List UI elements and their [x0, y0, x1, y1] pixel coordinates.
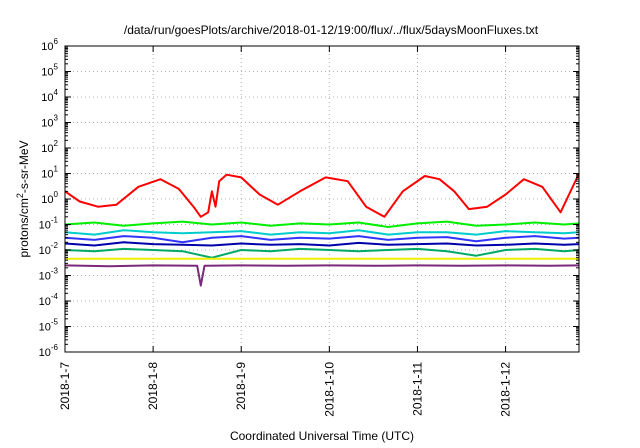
y-tick-exponent: 0 [54, 190, 59, 199]
y-tick-exponent: -2 [51, 241, 59, 250]
chart-title: /data/run/goesPlots/archive/2018-01-12/1… [124, 23, 539, 37]
y-tick-label: 10-4 [39, 292, 59, 308]
x-tick-label: 2018-1-11 [410, 362, 424, 416]
y-tick-base: 10 [41, 169, 53, 181]
y-tick-label: 106 [41, 37, 58, 53]
y-tick-exponent: -6 [51, 343, 59, 352]
y-tick-base: 10 [41, 118, 53, 130]
x-axis-label: Coordinated Universal Time (UTC) [230, 429, 414, 443]
series-line [64, 220, 580, 228]
x-axis: 2018-1-7 2018-1-8 2018-1-9 2018-1-10 2018-1-… [58, 46, 513, 417]
y-tick-base: 10 [39, 322, 51, 334]
y-tick-base: 10 [39, 220, 51, 232]
y-tick-label: 10-5 [39, 318, 59, 334]
y-axis-label-rest: -s-sr-MeV [17, 140, 31, 193]
y-axis-label-sup: 2 [15, 193, 25, 198]
y-tick-exponent: 5 [54, 63, 59, 72]
y-tick-label: 101 [41, 165, 58, 181]
y-axis: 10610510410310210110010-110-210-310-410-… [39, 37, 579, 359]
series-line [64, 247, 580, 259]
series-line [64, 173, 580, 218]
y-axis-label-main: protons/cm [17, 198, 31, 257]
y-tick-label: 105 [41, 63, 58, 79]
grid [65, 46, 579, 352]
y-tick-exponent: 3 [54, 114, 59, 123]
y-tick-base: 10 [39, 245, 51, 257]
series-line [64, 241, 580, 247]
y-tick-base: 10 [41, 143, 53, 155]
x-tick-label: 2018-1-10 [322, 362, 336, 417]
y-tick-base: 10 [41, 92, 53, 104]
y-tick-label: 10-3 [39, 267, 59, 283]
y-tick-base: 10 [39, 296, 51, 308]
y-tick-label: 104 [41, 88, 58, 104]
y-tick-base: 10 [39, 347, 51, 359]
y-tick-exponent: -4 [51, 292, 59, 301]
y-tick-label: 10-2 [39, 241, 59, 257]
y-tick-exponent: 2 [54, 139, 59, 148]
y-tick-exponent: -1 [51, 216, 59, 225]
y-tick-exponent: 1 [54, 165, 59, 174]
y-tick-label: 102 [41, 139, 58, 155]
y-tick-exponent: -3 [51, 267, 59, 276]
y-tick-label: 100 [41, 190, 58, 206]
series-line [64, 264, 580, 287]
y-tick-base: 10 [39, 271, 51, 283]
y-tick-exponent: 4 [54, 88, 59, 97]
x-tick-label: 2018-1-7 [58, 362, 72, 410]
y-tick-exponent: -5 [51, 318, 59, 327]
y-axis-label: protons/cm2-s-sr-MeV [15, 140, 31, 257]
x-tick-label: 2018-1-9 [234, 362, 248, 410]
series-line [64, 235, 580, 244]
x-tick-label: 2018-1-8 [146, 362, 160, 410]
y-tick-base: 10 [41, 194, 53, 206]
y-tick-label: 10-6 [39, 343, 59, 359]
y-tick-label: 10-1 [39, 216, 59, 232]
y-tick-exponent: 6 [54, 37, 59, 46]
y-tick-base: 10 [41, 67, 53, 79]
series-group [64, 173, 580, 287]
y-tick-label: 103 [41, 114, 58, 130]
y-tick-base: 10 [41, 41, 53, 53]
series-line [64, 229, 580, 236]
x-tick-label: 2018-1-12 [499, 362, 513, 417]
